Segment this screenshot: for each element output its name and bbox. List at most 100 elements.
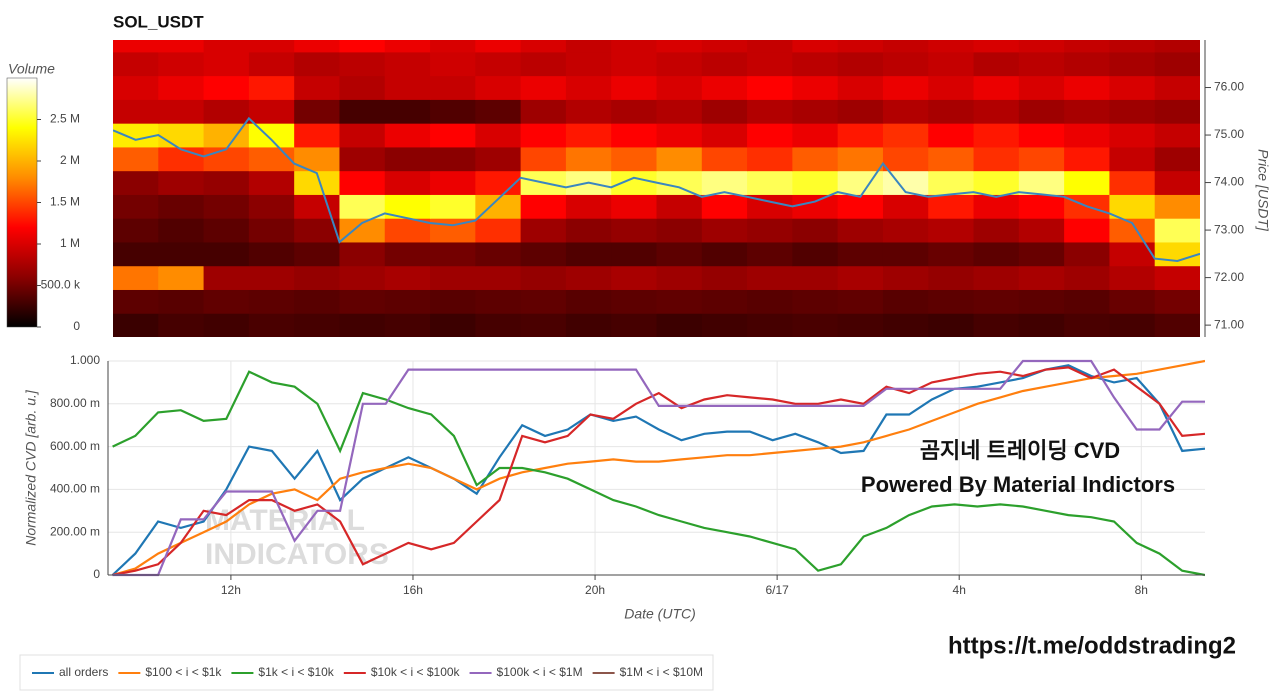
heat-cell — [339, 194, 386, 219]
heat-cell — [113, 170, 159, 195]
heat-cell — [294, 75, 340, 100]
heat-cell — [294, 99, 340, 124]
cvd-line — [112, 359, 1205, 577]
legend-label: $1k < i < $10k — [258, 665, 334, 679]
heat-cell — [1154, 51, 1200, 77]
heat-cell — [1154, 40, 1200, 53]
heat-cell — [113, 265, 159, 290]
link-text: https://t.me/oddstrading2 — [948, 632, 1236, 659]
heat-cell — [520, 75, 567, 100]
colorbar-tick-label: 0 — [73, 319, 80, 333]
heat-cell — [701, 170, 748, 195]
heat-cell — [837, 40, 884, 53]
heat-cell — [611, 313, 657, 337]
heat-cell — [384, 99, 431, 124]
heat-cell — [1109, 51, 1156, 77]
heat-cell — [973, 289, 1020, 314]
heat-cell — [475, 146, 522, 172]
heat-cell — [430, 313, 476, 337]
heat-cell — [248, 241, 295, 267]
y-tick-label: 72.00 — [1214, 270, 1244, 284]
heat-cell — [113, 99, 159, 124]
heat-cell — [430, 146, 476, 172]
heat-cell — [475, 170, 522, 195]
heat-cell — [701, 123, 748, 148]
price-line — [113, 116, 1200, 263]
heat-cell — [701, 218, 748, 243]
heat-cell — [1018, 265, 1065, 290]
watermark-text: INDICATORS — [205, 538, 389, 571]
heat-cell — [520, 146, 567, 172]
heat-cell — [928, 194, 975, 219]
heat-cell — [565, 75, 612, 100]
heat-cell — [1064, 265, 1110, 290]
heat-cell — [1064, 170, 1110, 195]
heat-cell — [701, 51, 748, 77]
heat-cell — [158, 194, 205, 219]
heat-cell — [611, 146, 657, 172]
heat-cell — [520, 51, 567, 77]
heat-cell — [339, 51, 386, 77]
heat-cell — [747, 99, 793, 124]
heat-cell — [565, 313, 612, 337]
heat-cell — [837, 289, 884, 314]
heat-cell — [158, 146, 205, 172]
heat-cell — [1018, 289, 1065, 314]
heat-cell — [1018, 194, 1065, 219]
y-tick-label: 800.00 m — [50, 396, 100, 410]
heat-cell — [475, 289, 522, 314]
heat-cell — [882, 289, 929, 314]
heat-cell — [701, 146, 748, 172]
heat-cell — [882, 99, 929, 124]
x-tick-label: 8h — [1135, 583, 1148, 597]
heat-cell — [792, 75, 839, 100]
heat-cell — [1154, 75, 1200, 100]
heat-cell — [203, 146, 250, 172]
heat-cell — [656, 218, 703, 243]
heat-cell — [339, 123, 386, 148]
heat-cell — [475, 51, 522, 77]
heat-cell — [882, 218, 929, 243]
heat-cell — [248, 313, 295, 337]
heat-cell — [248, 289, 295, 314]
heat-cell — [475, 218, 522, 243]
heat-cell — [203, 99, 250, 124]
heat-cell — [339, 99, 386, 124]
heat-cell — [656, 146, 703, 172]
heat-cell — [701, 289, 748, 314]
heat-cell — [792, 313, 839, 337]
legend-label: all orders — [59, 665, 108, 679]
heat-cell — [1154, 265, 1200, 290]
heat-cell — [520, 123, 567, 148]
heat-cell — [565, 99, 612, 124]
heat-cell — [792, 265, 839, 290]
colorbar — [6, 77, 38, 328]
heat-cell — [1154, 218, 1200, 243]
cvd-line — [112, 370, 1205, 577]
heat-cell — [928, 170, 975, 195]
heat-cell — [384, 146, 431, 172]
y-tick-label: 1.000 — [70, 353, 100, 367]
heat-cell — [248, 146, 295, 172]
heat-cell — [430, 170, 476, 195]
heat-cell — [1064, 123, 1110, 148]
heat-cell — [747, 123, 793, 148]
heat-cell — [158, 170, 205, 195]
heat-cell — [837, 313, 884, 337]
heat-cell — [882, 241, 929, 267]
heat-cell — [882, 146, 929, 172]
heat-cell — [1064, 99, 1110, 124]
heat-cell — [973, 194, 1020, 219]
heat-cell — [248, 99, 295, 124]
heat-cell — [520, 40, 567, 53]
heat-cell — [973, 40, 1020, 53]
heat-cell — [158, 99, 205, 124]
heat-cell — [747, 289, 793, 314]
heat-cell — [113, 218, 159, 243]
heat-cell — [430, 99, 476, 124]
annotation: Powered By Material Indictors — [861, 472, 1175, 497]
heat-cell — [339, 40, 386, 53]
heat-cell — [928, 265, 975, 290]
heat-cell — [611, 194, 657, 219]
heat-cell — [837, 99, 884, 124]
